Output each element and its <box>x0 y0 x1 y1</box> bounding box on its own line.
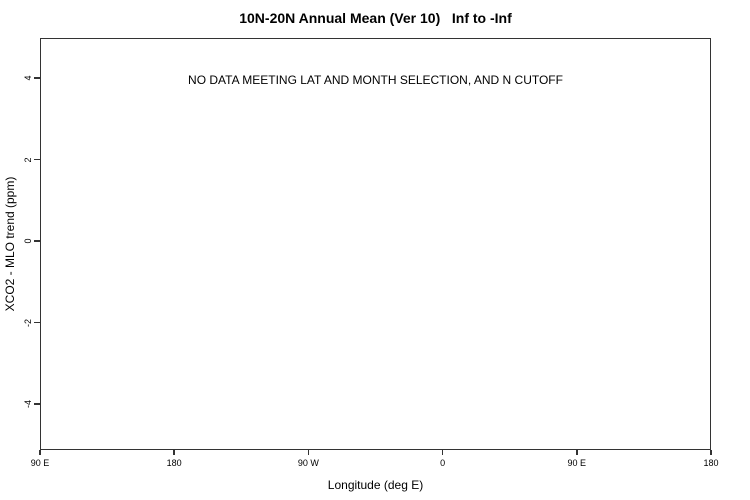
x-tick-mark <box>710 450 712 455</box>
x-tick-label: 90 E <box>30 458 50 468</box>
x-tick-mark <box>576 450 578 455</box>
y-tick-label: -2 <box>23 318 33 327</box>
x-tick-label: 180 <box>166 458 182 468</box>
y-tick-mark <box>34 158 40 161</box>
y-tick-label: 0 <box>23 238 33 244</box>
plot-area: NO DATA MEETING LAT AND MONTH SELECTION,… <box>40 38 711 450</box>
x-tick-mark <box>441 450 444 455</box>
x-tick-label: 90 W <box>297 458 319 468</box>
y-tick-label: -4 <box>23 399 33 409</box>
x-tick-mark <box>307 450 310 455</box>
y-tick-mark <box>34 77 40 79</box>
y-tick-mark <box>34 321 40 324</box>
x-tick-mark <box>173 450 175 455</box>
y-tick-label: 4 <box>23 75 33 81</box>
x-axis-label: Longitude (deg E) <box>327 478 424 492</box>
x-tick-label: 90 E <box>567 458 587 468</box>
x-tick-label: 0 <box>440 458 446 468</box>
x-tick-label: 180 <box>703 458 719 468</box>
chart-title: 10N-20N Annual Mean (Ver 10) Inf to -Inf <box>239 10 512 26</box>
y-tick-mark <box>34 403 40 405</box>
y-axis-label: XCO2 - MLO trend (ppm) <box>3 176 17 312</box>
no-data-message: NO DATA MEETING LAT AND MONTH SELECTION,… <box>188 73 563 87</box>
x-tick-mark <box>39 450 41 455</box>
y-tick-label: 2 <box>23 156 33 163</box>
y-tick-mark <box>34 240 40 242</box>
